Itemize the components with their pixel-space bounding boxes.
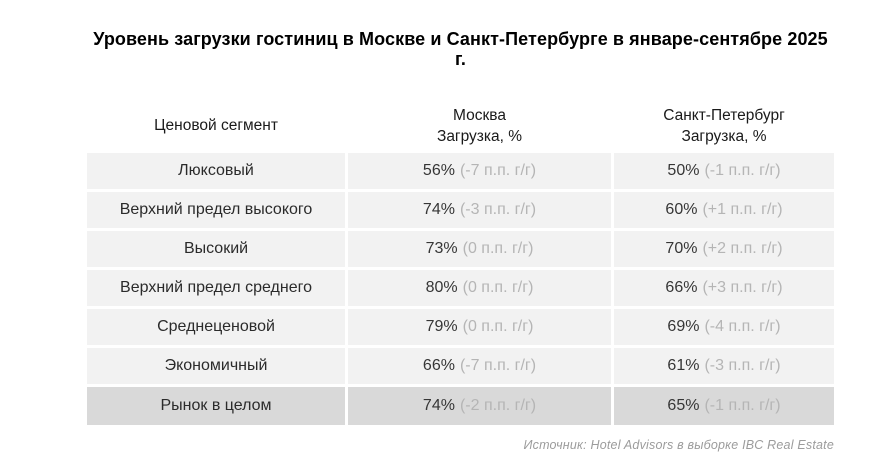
moscow-value: 79%	[425, 317, 458, 335]
moscow-cell: 56% (-7 п.п. г/г)	[348, 152, 611, 189]
table-row: Верхний предел среднего 80% (0 п.п. г/г)…	[87, 269, 834, 306]
segment-cell: Верхний предел среднего	[87, 269, 345, 306]
table-row: Рынок в целом 74% (-2 п.п. г/г) 65% (-1 …	[87, 386, 834, 425]
chart-title: Уровень загрузки гостиниц в Москве и Сан…	[93, 29, 828, 69]
table-row: Среднеценовой 79% (0 п.п. г/г) 69% (-4 п…	[87, 308, 834, 345]
spb-cell: 60% (+1 п.п. г/г)	[614, 191, 834, 228]
spb-cell: 50% (-1 п.п. г/г)	[614, 152, 834, 189]
spb-value: 70%	[665, 239, 698, 257]
segment-label: Рынок в целом	[160, 396, 272, 414]
segment-cell: Рынок в целом	[87, 386, 345, 425]
spb-delta: (+1 п.п. г/г)	[702, 200, 783, 218]
spb-cell: 70% (+2 п.п. г/г)	[614, 230, 834, 267]
spb-delta: (-1 п.п. г/г)	[704, 161, 781, 179]
segment-label: Высокий	[183, 239, 249, 257]
moscow-cell: 79% (0 п.п. г/г)	[348, 308, 611, 345]
moscow-delta: (-3 п.п. г/г)	[459, 200, 537, 218]
moscow-cell: 80% (0 п.п. г/г)	[348, 269, 611, 306]
spb-delta: (-3 п.п. г/г)	[704, 356, 781, 374]
moscow-value: 66%	[422, 356, 455, 374]
moscow-value: 73%	[425, 239, 458, 257]
spb-value: 61%	[667, 356, 700, 374]
segment-label: Среднеценовой	[157, 317, 275, 335]
column-header-segment: Ценовой сегмент	[87, 116, 345, 137]
spb-cell: 61% (-3 п.п. г/г)	[614, 347, 834, 384]
spb-value: 66%	[665, 278, 698, 296]
table-body: Люксовый 56% (-7 п.п. г/г) 50% (-1 п.п. …	[87, 152, 834, 425]
moscow-value: 80%	[425, 278, 458, 296]
moscow-value: 74%	[422, 200, 455, 218]
moscow-value: 56%	[422, 161, 455, 179]
moscow-cell: 73% (0 п.п. г/г)	[348, 230, 611, 267]
moscow-delta: (-2 п.п. г/г)	[459, 396, 537, 414]
moscow-delta: (-7 п.п. г/г)	[459, 161, 537, 179]
column-header-spb: Санкт-Петербург Загрузка, %	[614, 106, 834, 148]
moscow-cell: 74% (-2 п.п. г/г)	[348, 386, 611, 425]
occupancy-table: Ценовой сегмент Москва Загрузка, % Санкт…	[87, 105, 834, 425]
spb-cell: 66% (+3 п.п. г/г)	[614, 269, 834, 306]
segment-cell: Экономичный	[87, 347, 345, 384]
column-header-moscow-city: Москва	[453, 106, 506, 124]
moscow-cell: 74% (-3 п.п. г/г)	[348, 191, 611, 228]
moscow-delta: (0 п.п. г/г)	[462, 239, 534, 257]
moscow-delta: (0 п.п. г/г)	[462, 278, 534, 296]
column-header-moscow-metric: Загрузка, %	[436, 127, 523, 145]
moscow-value: 74%	[422, 396, 455, 414]
moscow-delta: (-7 п.п. г/г)	[459, 356, 537, 374]
spb-delta: (-4 п.п. г/г)	[704, 317, 781, 335]
table-row: Высокий 73% (0 п.п. г/г) 70% (+2 п.п. г/…	[87, 230, 834, 267]
table-row: Люксовый 56% (-7 п.п. г/г) 50% (-1 п.п. …	[87, 152, 834, 189]
table-header-row: Ценовой сегмент Москва Загрузка, % Санкт…	[87, 105, 834, 149]
segment-label: Экономичный	[164, 356, 268, 374]
column-header-moscow: Москва Загрузка, %	[348, 106, 611, 148]
spb-delta: (+2 п.п. г/г)	[702, 239, 783, 257]
spb-delta: (+3 п.п. г/г)	[702, 278, 783, 296]
spb-cell: 69% (-4 п.п. г/г)	[614, 308, 834, 345]
spb-value: 60%	[665, 200, 698, 218]
moscow-cell: 66% (-7 п.п. г/г)	[348, 347, 611, 384]
column-header-segment-label: Ценовой сегмент	[154, 117, 278, 135]
spb-value: 65%	[667, 396, 700, 414]
spb-delta: (-1 п.п. г/г)	[704, 396, 781, 414]
segment-label: Люксовый	[178, 161, 254, 179]
table-row: Верхний предел высокого 74% (-3 п.п. г/г…	[87, 191, 834, 228]
segment-cell: Верхний предел высокого	[87, 191, 345, 228]
spb-value: 50%	[667, 161, 700, 179]
segment-label: Верхний предел высокого	[119, 200, 313, 218]
segment-cell: Высокий	[87, 230, 345, 267]
column-header-spb-metric: Загрузка, %	[681, 127, 767, 145]
spb-value: 69%	[667, 317, 700, 335]
spb-cell: 65% (-1 п.п. г/г)	[614, 386, 834, 425]
source-note: Источник: Hotel Advisors в выборке IBC R…	[523, 437, 834, 452]
segment-label: Верхний предел среднего	[120, 278, 312, 296]
column-header-spb-city: Санкт-Петербург	[663, 106, 785, 124]
table-row: Экономичный 66% (-7 п.п. г/г) 61% (-3 п.…	[87, 347, 834, 384]
moscow-delta: (0 п.п. г/г)	[462, 317, 534, 335]
segment-cell: Среднеценовой	[87, 308, 345, 345]
segment-cell: Люксовый	[87, 152, 345, 189]
